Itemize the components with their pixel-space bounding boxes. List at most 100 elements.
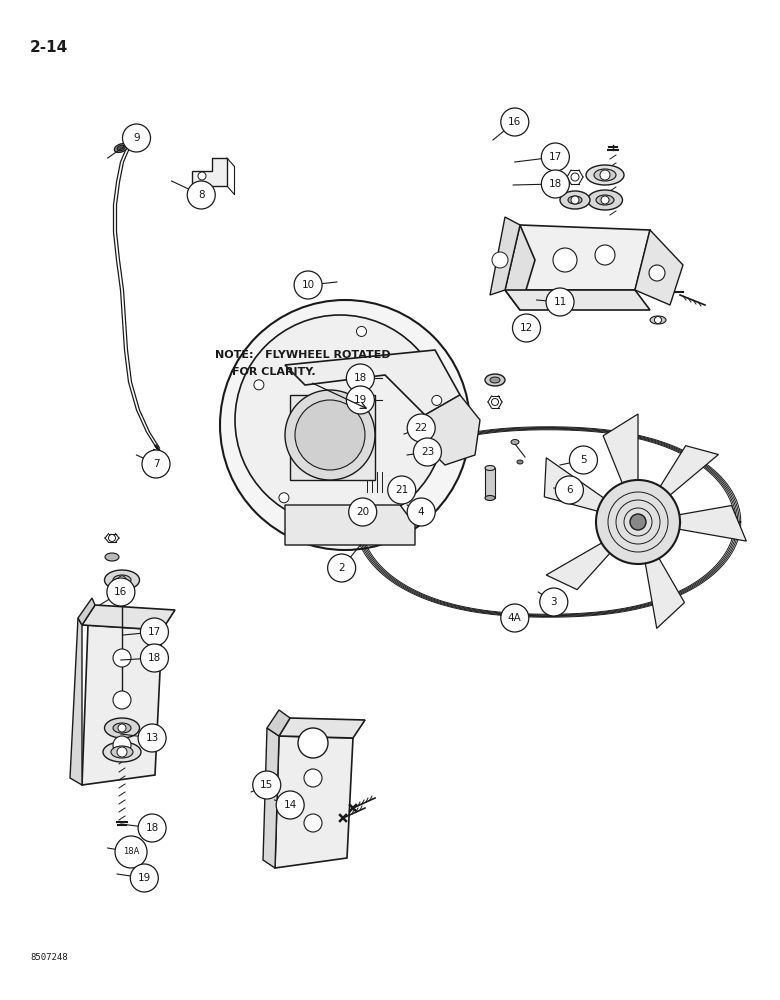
Circle shape xyxy=(140,618,168,646)
Circle shape xyxy=(113,691,131,709)
Ellipse shape xyxy=(103,742,141,762)
Circle shape xyxy=(276,791,304,819)
Ellipse shape xyxy=(117,145,125,151)
Text: 9: 9 xyxy=(133,133,140,143)
Circle shape xyxy=(254,380,264,390)
Text: 18: 18 xyxy=(354,373,367,383)
Text: 8507248: 8507248 xyxy=(30,953,68,962)
Circle shape xyxy=(432,395,441,405)
Text: 11: 11 xyxy=(554,297,566,307)
Circle shape xyxy=(407,414,435,442)
Polygon shape xyxy=(660,446,718,496)
Text: 18: 18 xyxy=(148,653,161,663)
Text: 18: 18 xyxy=(549,179,562,189)
Ellipse shape xyxy=(111,746,133,758)
Text: 3: 3 xyxy=(551,597,557,607)
Text: 22: 22 xyxy=(415,423,427,433)
Ellipse shape xyxy=(113,723,131,733)
Text: 16: 16 xyxy=(509,117,521,127)
Text: 18: 18 xyxy=(146,823,158,833)
Polygon shape xyxy=(603,414,638,483)
Circle shape xyxy=(294,271,322,299)
Ellipse shape xyxy=(485,466,495,471)
Ellipse shape xyxy=(650,316,666,324)
Polygon shape xyxy=(490,217,520,295)
Polygon shape xyxy=(279,718,365,738)
Circle shape xyxy=(117,747,127,757)
Circle shape xyxy=(187,181,215,209)
Circle shape xyxy=(413,438,441,466)
Polygon shape xyxy=(275,736,353,868)
Text: 21: 21 xyxy=(395,485,408,495)
Circle shape xyxy=(279,493,289,503)
Circle shape xyxy=(649,265,665,281)
Polygon shape xyxy=(267,710,290,736)
Circle shape xyxy=(298,728,328,758)
Text: 12: 12 xyxy=(520,323,533,333)
Circle shape xyxy=(220,300,470,550)
Ellipse shape xyxy=(490,377,500,383)
Polygon shape xyxy=(425,395,480,465)
Polygon shape xyxy=(263,728,279,868)
Polygon shape xyxy=(645,558,685,628)
Circle shape xyxy=(285,390,375,480)
Text: 20: 20 xyxy=(356,507,369,517)
Circle shape xyxy=(118,724,126,732)
Text: 15: 15 xyxy=(261,780,273,790)
Polygon shape xyxy=(82,605,175,630)
Text: 5: 5 xyxy=(580,455,587,465)
Polygon shape xyxy=(677,506,746,541)
Circle shape xyxy=(113,736,131,754)
Ellipse shape xyxy=(587,190,622,210)
Text: 2: 2 xyxy=(339,563,345,573)
Text: FOR CLARITY.: FOR CLARITY. xyxy=(232,367,316,377)
Polygon shape xyxy=(546,542,610,590)
Polygon shape xyxy=(285,505,415,545)
Polygon shape xyxy=(290,395,375,480)
Ellipse shape xyxy=(560,191,590,209)
Circle shape xyxy=(541,143,569,171)
Text: 17: 17 xyxy=(549,152,562,162)
Ellipse shape xyxy=(485,374,505,386)
Circle shape xyxy=(654,316,661,324)
Circle shape xyxy=(107,578,135,606)
Circle shape xyxy=(346,386,374,414)
Text: 19: 19 xyxy=(354,395,367,405)
Circle shape xyxy=(630,514,646,530)
Text: 6: 6 xyxy=(566,485,573,495)
Circle shape xyxy=(596,480,680,564)
Text: 14: 14 xyxy=(284,800,296,810)
Circle shape xyxy=(429,452,439,462)
Polygon shape xyxy=(544,458,605,511)
Circle shape xyxy=(571,173,579,181)
Text: 4: 4 xyxy=(418,507,424,517)
Text: NOTE:   FLYWHEEL ROTATED: NOTE: FLYWHEEL ROTATED xyxy=(215,350,391,360)
Circle shape xyxy=(235,315,445,525)
Ellipse shape xyxy=(517,460,523,464)
Circle shape xyxy=(349,498,377,526)
Polygon shape xyxy=(78,598,95,625)
Circle shape xyxy=(138,724,166,752)
Circle shape xyxy=(346,364,374,392)
Circle shape xyxy=(541,170,569,198)
Circle shape xyxy=(130,864,158,892)
Polygon shape xyxy=(505,290,650,310)
Text: 4A: 4A xyxy=(508,613,522,623)
Circle shape xyxy=(198,172,206,180)
Circle shape xyxy=(571,196,579,204)
Polygon shape xyxy=(70,618,82,785)
Circle shape xyxy=(108,534,115,542)
Ellipse shape xyxy=(596,195,614,205)
Polygon shape xyxy=(635,230,683,305)
Circle shape xyxy=(540,588,568,616)
Circle shape xyxy=(122,124,151,152)
Circle shape xyxy=(253,771,281,799)
Polygon shape xyxy=(485,468,495,498)
Text: 13: 13 xyxy=(146,733,158,743)
Circle shape xyxy=(304,769,322,787)
Circle shape xyxy=(407,498,435,526)
Text: 8: 8 xyxy=(198,190,204,200)
Text: 2-14: 2-14 xyxy=(30,40,69,55)
Polygon shape xyxy=(285,350,460,415)
Text: 17: 17 xyxy=(148,627,161,637)
